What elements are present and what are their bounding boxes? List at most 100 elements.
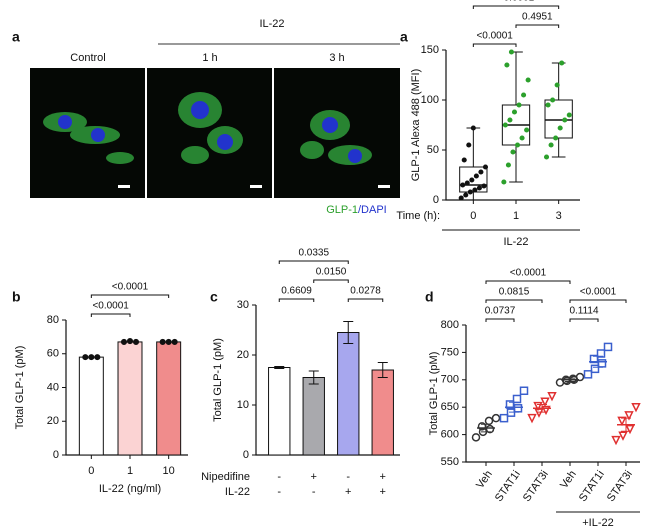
legend-glp1: GLP-1	[326, 204, 358, 216]
point	[471, 433, 481, 442]
p-value: <0.0001	[498, 0, 535, 4]
y-tick-label: 0	[53, 449, 59, 461]
x-tick-label: 0	[88, 465, 94, 477]
error-bar	[621, 417, 631, 432]
legend-dapi: /DAPI	[358, 204, 387, 216]
point	[508, 49, 514, 55]
p-value: 0.1114	[569, 306, 599, 317]
point	[126, 338, 134, 345]
point	[481, 183, 487, 189]
p-value: <0.0001	[476, 31, 513, 42]
x-tick-label: Veh	[558, 469, 579, 491]
row-sign: -	[346, 471, 350, 483]
p-value: 0.0150	[316, 267, 347, 278]
y-tick-label: 600	[441, 429, 459, 441]
point	[525, 77, 531, 83]
point	[513, 404, 523, 413]
p-value: <0.0001	[92, 301, 129, 312]
point	[597, 359, 607, 368]
y-tick-label: 40	[47, 381, 59, 393]
bracket	[485, 280, 571, 284]
bracket	[347, 298, 384, 302]
x-tick-label: Veh	[474, 469, 495, 491]
x-tick-label: 1	[513, 210, 519, 222]
group-label: IL-22	[503, 236, 528, 248]
point	[519, 135, 525, 141]
point	[540, 397, 550, 407]
point	[590, 364, 600, 374]
y-tick-label: 650	[441, 401, 459, 413]
point	[575, 372, 585, 382]
x-tick-label: STAT3i	[605, 469, 635, 505]
point	[467, 189, 473, 195]
bracket	[278, 260, 349, 264]
point	[562, 117, 568, 123]
point	[611, 435, 621, 446]
y-tick-label: 150	[421, 44, 439, 56]
point	[510, 149, 516, 155]
x-tick-label: 10	[163, 465, 175, 477]
bracket	[515, 24, 560, 28]
point	[545, 102, 551, 108]
p-value: 0.4951	[522, 12, 553, 23]
point	[491, 413, 501, 423]
p-value: <0.0001	[580, 287, 617, 298]
y-tick-label: 80	[47, 314, 59, 326]
point	[171, 338, 178, 345]
y-tick-label: 700	[441, 374, 459, 386]
image-label: Control	[70, 52, 105, 64]
point	[618, 431, 628, 441]
x-tick-label: 0	[470, 210, 476, 222]
row-sign: -	[277, 486, 281, 498]
x-tick-label: 1	[127, 465, 133, 477]
group-label: +IL-22	[582, 517, 614, 529]
point	[88, 354, 95, 361]
x-tick-label: STAT1i	[577, 469, 607, 505]
x-tick-label: 3	[556, 210, 562, 222]
y-tick-label: 750	[441, 346, 459, 358]
bar	[268, 367, 291, 456]
point	[504, 62, 510, 68]
point	[132, 338, 140, 345]
point	[458, 195, 464, 201]
bar	[371, 369, 394, 456]
point	[553, 135, 559, 141]
y-axis-label: GLP-1 Alexa 488 (MFI)	[410, 69, 422, 182]
p-value: 0.0278	[350, 286, 381, 297]
bracket	[569, 318, 599, 322]
row-label: IL-22	[225, 486, 250, 498]
row-label: Nipedifine	[201, 471, 250, 483]
bracket	[313, 279, 349, 283]
point	[505, 162, 511, 168]
point	[548, 142, 554, 148]
row-sign: -	[277, 471, 281, 483]
row-sign: -	[312, 486, 316, 498]
image-label: 1 h	[202, 52, 217, 64]
bracket	[472, 5, 560, 9]
point	[559, 60, 565, 66]
point	[524, 127, 530, 133]
point	[547, 391, 557, 402]
point	[603, 342, 613, 352]
p-value: 0.6609	[281, 286, 312, 297]
row-sign: +	[380, 471, 386, 483]
point	[514, 142, 521, 148]
point	[625, 424, 635, 435]
error-bar	[565, 377, 575, 382]
box	[544, 99, 573, 139]
bracket	[472, 43, 517, 47]
x-axis-label: IL-22 (ng/ml)	[99, 483, 161, 495]
point	[482, 164, 489, 170]
point	[541, 405, 551, 416]
error-bar	[509, 401, 519, 413]
y-tick-label: 30	[237, 299, 249, 311]
micrograph-images	[30, 68, 400, 198]
y-tick-label: 20	[47, 415, 59, 427]
point	[94, 354, 101, 361]
x-axis-label: Time (h):	[396, 210, 440, 222]
error-bar	[593, 355, 603, 368]
error-bar	[481, 423, 491, 433]
group-label: IL-22	[259, 18, 284, 30]
error-bar	[377, 362, 388, 378]
error-bar	[537, 403, 547, 413]
